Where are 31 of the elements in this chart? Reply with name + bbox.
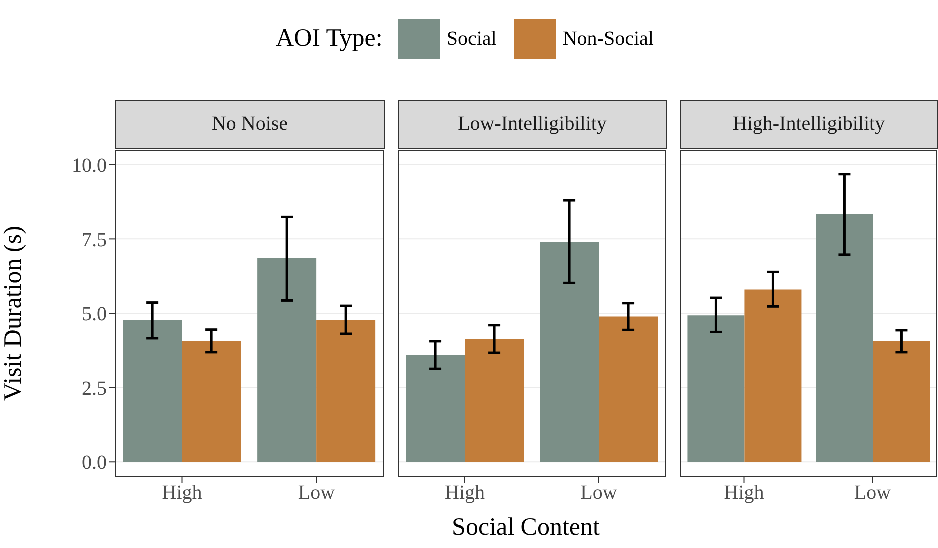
- bar: [744, 290, 802, 462]
- x-axis-title: Social Content: [451, 514, 601, 542]
- bar: [258, 258, 317, 462]
- bar: [599, 316, 658, 462]
- x-tick-label: High: [445, 482, 485, 504]
- chart-title: Low-Intelligibility: [398, 100, 667, 149]
- y-tick-label: 2.5: [82, 378, 107, 400]
- bar: [816, 214, 874, 462]
- y-tick-label: 0.0: [82, 452, 107, 474]
- bar: [540, 242, 600, 462]
- bar: [465, 339, 524, 462]
- x-tick-label: Low: [580, 482, 618, 504]
- bar: [182, 341, 242, 462]
- legend-label: Non-Social: [562, 28, 654, 50]
- y-tick-label: 10.0: [72, 154, 107, 177]
- bar: [873, 341, 930, 462]
- x-tick-label: Low: [854, 482, 892, 504]
- chart-title: High-Intelligibility: [680, 100, 938, 149]
- x-tick-label: Low: [298, 482, 336, 504]
- y-axis-title: Visit Duration (s): [0, 226, 27, 401]
- bar: [123, 320, 182, 462]
- y-tick-label: 5.0: [82, 304, 107, 326]
- legend-title: AOI Type:: [276, 25, 383, 53]
- x-tick-label: High: [162, 482, 202, 504]
- chart-title: No Noise: [115, 100, 385, 149]
- bar: [406, 355, 466, 462]
- legend-label: Social: [446, 28, 497, 50]
- x-tick-label: High: [724, 482, 764, 504]
- bar: [316, 320, 376, 462]
- y-tick-label: 7.5: [82, 229, 107, 252]
- bar: [688, 316, 745, 462]
